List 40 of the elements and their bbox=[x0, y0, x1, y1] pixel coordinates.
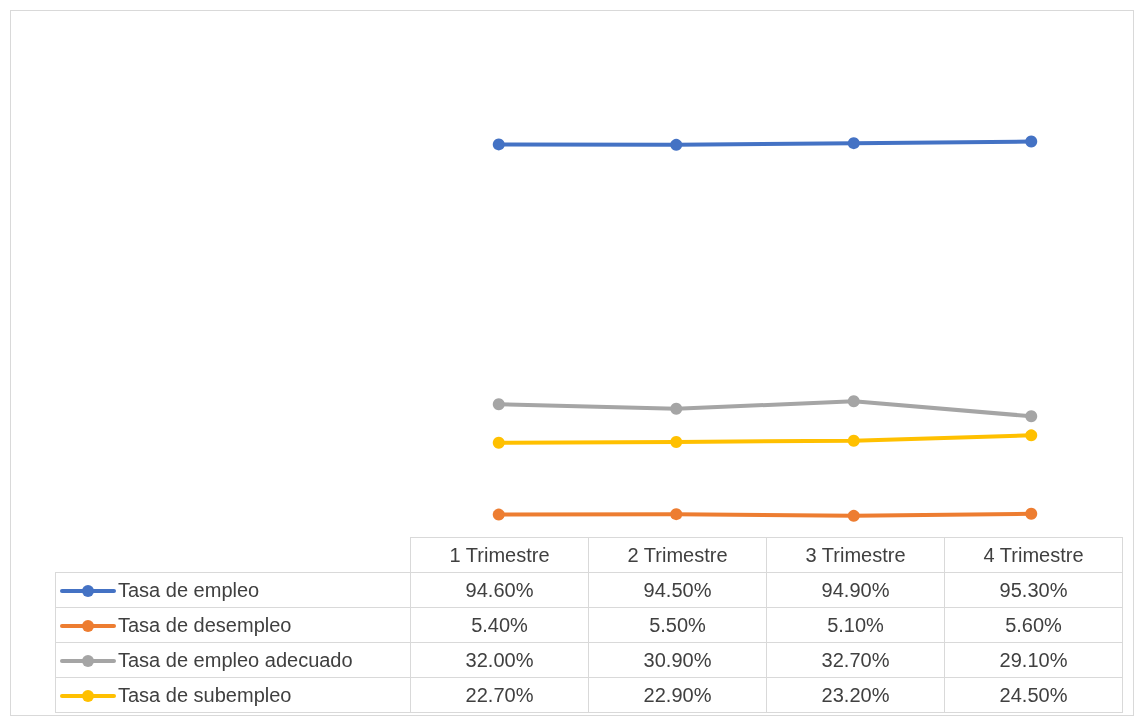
data-label: 32.00% bbox=[410, 642, 589, 678]
point bbox=[847, 137, 860, 150]
point bbox=[1025, 429, 1038, 442]
legend-label: Tasa de empleo bbox=[118, 579, 260, 602]
point bbox=[670, 138, 683, 151]
data-label: 5.40% bbox=[410, 607, 589, 643]
legend-label: Tasa de desempleo bbox=[118, 614, 292, 637]
point bbox=[847, 395, 860, 408]
point bbox=[670, 402, 683, 415]
data-label: 94.90% bbox=[766, 572, 945, 608]
data-label: 95.30% bbox=[944, 572, 1123, 608]
point bbox=[492, 508, 505, 521]
x-tick-label: 1 Trimestre bbox=[410, 537, 589, 573]
legend-label: Tasa de empleo adecuado bbox=[118, 649, 353, 672]
point bbox=[670, 508, 683, 521]
data-label: 5.50% bbox=[588, 607, 767, 643]
data-label: 24.50% bbox=[944, 677, 1123, 713]
point bbox=[1025, 410, 1038, 423]
point bbox=[492, 436, 505, 449]
data-label: 5.60% bbox=[944, 607, 1123, 643]
point bbox=[1025, 507, 1038, 520]
data-label: 22.70% bbox=[410, 677, 589, 713]
point bbox=[492, 398, 505, 411]
data-label: 29.10% bbox=[944, 642, 1123, 678]
data-label: 23.20% bbox=[766, 677, 945, 713]
point bbox=[670, 435, 683, 448]
x-tick-label: 2 Trimestre bbox=[588, 537, 767, 573]
point bbox=[492, 138, 505, 151]
data-label: 94.60% bbox=[410, 572, 589, 608]
legend-label: Tasa de subempleo bbox=[118, 684, 292, 707]
data-label: 94.50% bbox=[588, 572, 767, 608]
data-label: 5.10% bbox=[766, 607, 945, 643]
point bbox=[1025, 135, 1038, 148]
x-tick-label: 4 Trimestre bbox=[944, 537, 1123, 573]
point bbox=[847, 434, 860, 447]
data-label: 30.90% bbox=[588, 642, 767, 678]
data-label: 22.90% bbox=[588, 677, 767, 713]
data-label: 32.70% bbox=[766, 642, 945, 678]
x-tick-label: 3 Trimestre bbox=[766, 537, 945, 573]
point bbox=[847, 509, 860, 522]
